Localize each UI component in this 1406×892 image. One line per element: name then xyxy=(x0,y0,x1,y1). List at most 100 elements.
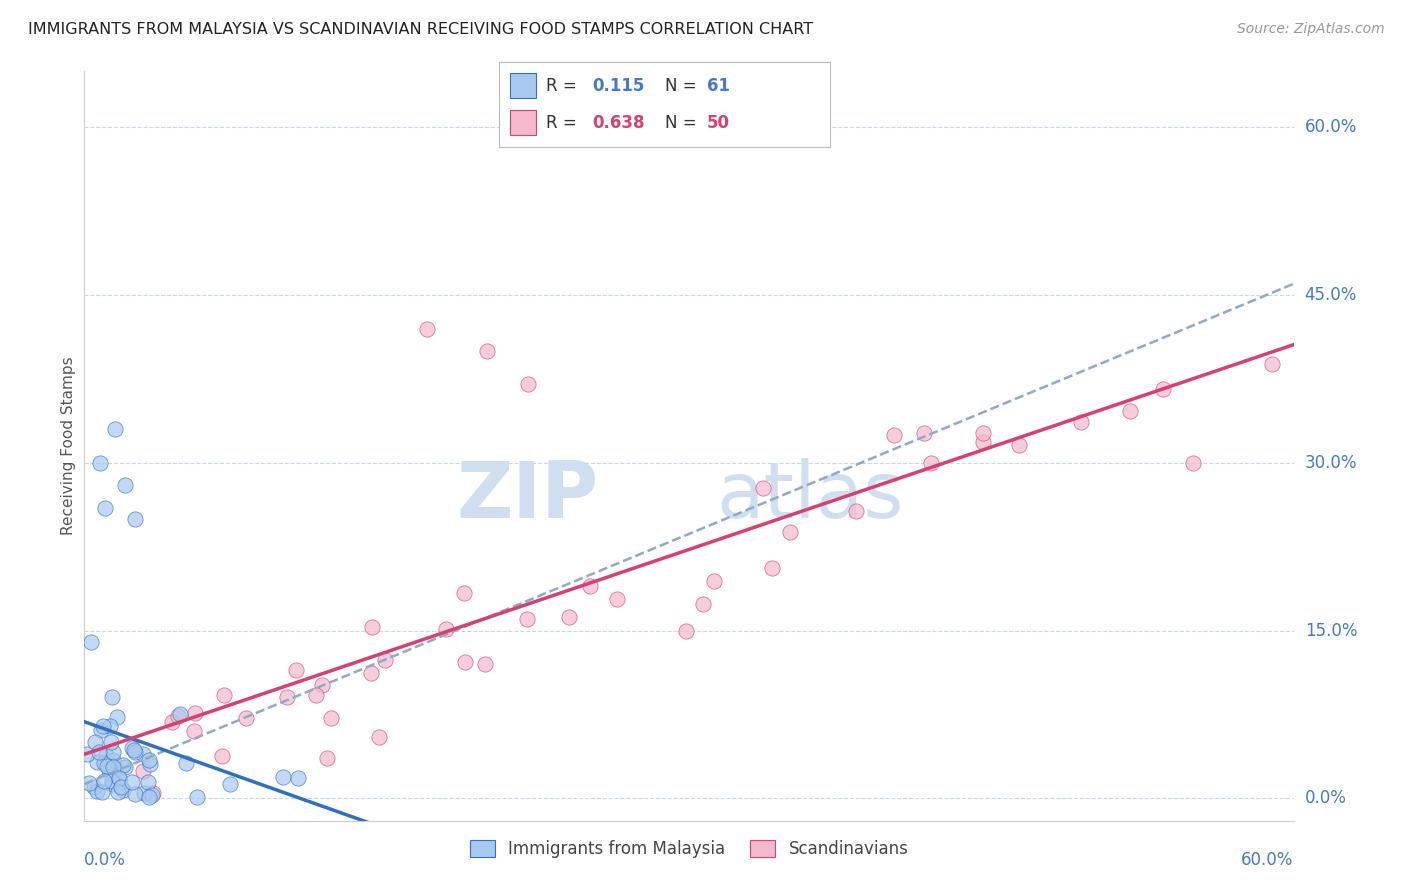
Point xyxy=(121,741,143,756)
Point xyxy=(579,579,602,593)
Point xyxy=(107,785,129,799)
Point xyxy=(93,756,115,770)
Point xyxy=(91,719,114,733)
Point xyxy=(477,343,499,358)
Point xyxy=(124,745,146,759)
Point xyxy=(76,747,98,762)
Point xyxy=(920,456,942,470)
Point xyxy=(107,772,129,786)
Point xyxy=(606,591,628,606)
Point xyxy=(103,768,125,782)
Text: 61: 61 xyxy=(707,78,730,95)
Text: 0.0%: 0.0% xyxy=(84,851,127,869)
Text: N =: N = xyxy=(665,114,702,132)
Point xyxy=(1260,357,1282,371)
Point xyxy=(516,612,538,626)
Point xyxy=(183,724,205,739)
Point xyxy=(79,634,101,648)
Text: N =: N = xyxy=(665,78,702,95)
Point xyxy=(101,690,124,704)
Text: Source: ZipAtlas.com: Source: ZipAtlas.com xyxy=(1237,22,1385,37)
Point xyxy=(557,610,579,624)
Point xyxy=(1070,415,1092,429)
Point xyxy=(434,622,457,636)
Point xyxy=(124,788,146,802)
Point xyxy=(139,756,162,771)
Point xyxy=(211,748,233,763)
Point xyxy=(89,456,111,470)
Point xyxy=(184,706,207,720)
Point xyxy=(160,715,183,730)
Point xyxy=(83,735,105,749)
Point xyxy=(311,678,333,692)
Point xyxy=(93,500,115,515)
Point xyxy=(134,786,156,800)
Point xyxy=(111,758,134,772)
Point xyxy=(138,790,160,805)
Point xyxy=(138,775,160,789)
Point xyxy=(83,780,105,795)
Point xyxy=(142,786,165,800)
Point xyxy=(96,759,118,773)
Point xyxy=(1118,403,1140,417)
Point xyxy=(114,760,136,774)
Point xyxy=(1152,382,1174,396)
Point xyxy=(675,624,697,638)
Point xyxy=(218,777,240,791)
Point xyxy=(186,789,208,804)
Text: 0.0%: 0.0% xyxy=(1305,789,1347,807)
Point xyxy=(94,747,117,762)
Text: 15.0%: 15.0% xyxy=(1305,622,1357,640)
Point xyxy=(779,524,801,539)
Point xyxy=(453,586,475,600)
Text: 0.115: 0.115 xyxy=(592,78,644,95)
Point xyxy=(105,710,128,724)
Text: ZIP: ZIP xyxy=(457,458,599,534)
Point xyxy=(103,753,125,767)
Point xyxy=(305,688,328,702)
Point xyxy=(273,770,295,784)
Text: IMMIGRANTS FROM MALAYSIA VS SCANDINAVIAN RECEIVING FOOD STAMPS CORRELATION CHART: IMMIGRANTS FROM MALAYSIA VS SCANDINAVIAN… xyxy=(28,22,813,37)
Point xyxy=(100,735,122,749)
Point xyxy=(321,711,343,725)
Point xyxy=(110,780,132,795)
Point xyxy=(692,597,714,611)
Text: 60.0%: 60.0% xyxy=(1305,119,1357,136)
Point xyxy=(93,774,115,789)
Point xyxy=(368,730,391,744)
Point xyxy=(132,764,155,778)
Text: 45.0%: 45.0% xyxy=(1305,286,1357,304)
Text: R =: R = xyxy=(546,114,582,132)
Point xyxy=(287,772,309,786)
Point xyxy=(316,751,339,765)
Point xyxy=(141,788,163,802)
Point xyxy=(972,425,994,440)
Point xyxy=(212,689,235,703)
Point xyxy=(360,620,382,634)
Point xyxy=(101,777,124,791)
Point xyxy=(276,690,298,704)
Point xyxy=(131,747,153,761)
Point xyxy=(416,321,439,335)
Point xyxy=(761,561,783,575)
Point xyxy=(360,665,382,680)
Point xyxy=(138,753,160,767)
Point xyxy=(972,435,994,450)
Point xyxy=(111,782,134,797)
Point xyxy=(845,504,868,518)
Text: atlas: atlas xyxy=(716,458,904,534)
Text: 30.0%: 30.0% xyxy=(1305,454,1357,472)
Point xyxy=(703,574,725,589)
Point xyxy=(752,481,775,495)
Point xyxy=(453,656,475,670)
Point xyxy=(101,759,124,773)
Text: 60.0%: 60.0% xyxy=(1241,851,1294,869)
Point xyxy=(87,745,110,759)
Point xyxy=(912,426,935,441)
Point xyxy=(98,719,121,733)
Text: 50: 50 xyxy=(707,114,730,132)
Point xyxy=(100,763,122,777)
Point xyxy=(98,764,121,778)
Legend: Immigrants from Malaysia, Scandinavians: Immigrants from Malaysia, Scandinavians xyxy=(463,833,915,864)
Point xyxy=(374,653,396,667)
